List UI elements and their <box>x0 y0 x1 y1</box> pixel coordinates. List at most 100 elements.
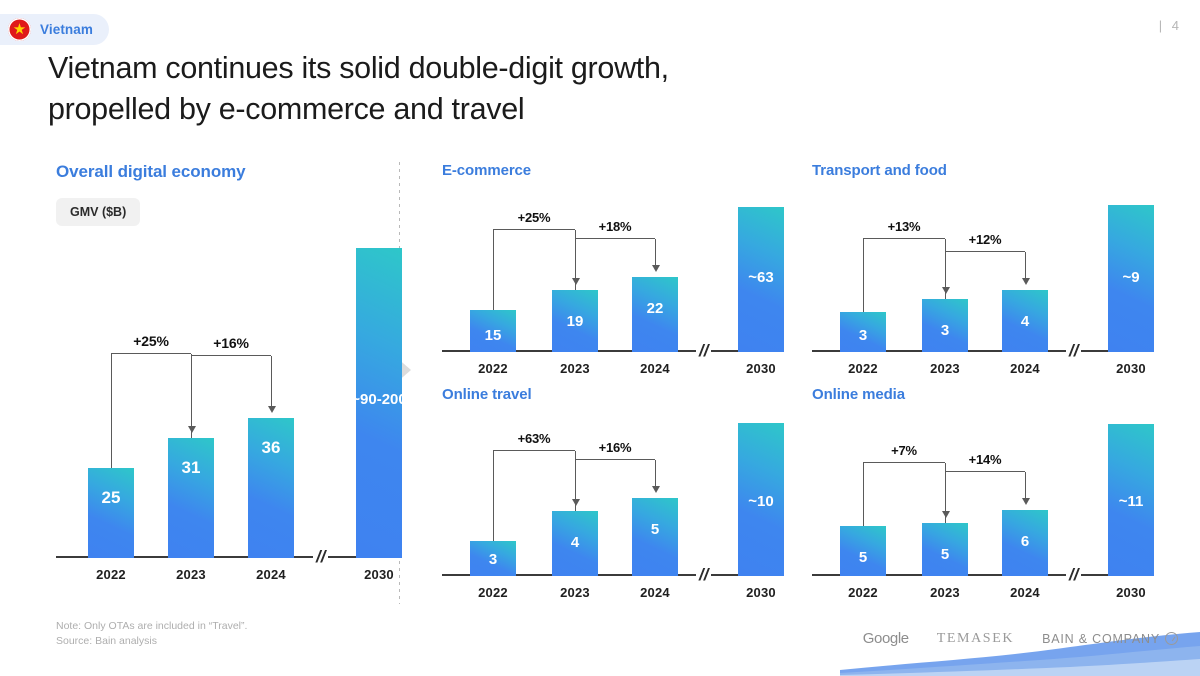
growth-connector <box>863 461 945 463</box>
bar-value-2024: 22 <box>646 300 664 317</box>
bar-2022 <box>840 312 886 352</box>
growth-annotation-2023-2024: +16% <box>442 414 774 576</box>
growth-annotation-2023-2024: +18% <box>442 190 774 352</box>
growth-start-stem <box>945 472 947 523</box>
page-number: | 4 <box>1158 18 1182 33</box>
chart-panel-overall-digital-economy: Overall digital economy GMV ($B) 25 2022 31 2… <box>56 162 407 582</box>
growth-arrowhead-icon <box>267 406 276 413</box>
growth-connector <box>863 237 945 239</box>
axis-break-symbol: // <box>1066 565 1082 585</box>
bar-2030 <box>738 207 784 352</box>
bar-value-2030: ~11 <box>1118 493 1144 510</box>
growth-connector <box>945 250 1025 252</box>
chart-title: Transport and food <box>812 162 947 179</box>
vietnam-flag-icon: ★ <box>8 18 31 41</box>
bar-2024 <box>1002 510 1048 576</box>
bar-2023 <box>922 523 968 576</box>
growth-annotation-2023-2024: +14% <box>812 414 1144 576</box>
bar-2023 <box>168 438 214 558</box>
chart-title: Online media <box>812 386 905 403</box>
growth-label: +63% <box>517 431 551 446</box>
x-axis <box>812 350 1144 352</box>
bar-2030 <box>738 423 784 576</box>
bar-2030 <box>1108 424 1154 576</box>
chart-panel-e-commerce: E-commerce 15 2022 19 2023 22 2024 ~63 2030 // +25… <box>442 162 784 376</box>
x-tick-2024: 2024 <box>640 361 670 376</box>
bar-value-2024: 5 <box>650 521 660 538</box>
growth-connector <box>191 354 271 356</box>
growth-connector <box>493 449 575 451</box>
growth-start-stem <box>575 460 577 511</box>
growth-arrowhead-icon <box>651 265 660 272</box>
bain-logo: BAIN & COMPANY <box>1042 632 1178 646</box>
growth-annotation-2023-2024: +16% <box>56 228 376 558</box>
bar-value-2024: 4 <box>1020 313 1030 330</box>
growth-label: +12% <box>968 232 1002 247</box>
growth-end-stem <box>655 460 657 486</box>
google-logo: Google <box>862 630 909 647</box>
chart-panel-transport-and-food: Transport and food 3 2022 3 2023 4 2024 ~9 2030 /… <box>812 162 1154 376</box>
x-tick-2024: 2024 <box>640 585 670 600</box>
page-title-line-2: propelled by e-commerce and travel <box>48 92 525 126</box>
growth-arrowhead-icon <box>1021 498 1030 505</box>
growth-label: +14% <box>968 452 1002 467</box>
growth-start-stem <box>863 463 865 526</box>
bar-value-2023: 4 <box>570 534 580 551</box>
bar-value-2022: 3 <box>858 327 868 344</box>
bar-value-2022: 15 <box>484 327 502 344</box>
bar-2023 <box>922 299 968 352</box>
x-tick-2030: 2030 <box>1116 585 1146 600</box>
bar-2022 <box>88 468 134 558</box>
chart-panel-online-travel: Online travel 3 2022 4 2023 5 2024 ~10 2030 // +63… <box>442 386 784 600</box>
page-title-line-1: Vietnam continues its solid double-digit… <box>48 51 669 85</box>
page-title: Vietnam continues its solid double-digit… <box>48 48 848 130</box>
bain-logo-text: BAIN & COMPANY <box>1042 631 1160 646</box>
note-line: Note: Only OTAs are included in “Travel”… <box>56 620 248 632</box>
x-tick-2023: 2023 <box>560 585 590 600</box>
bar-value-2022: 25 <box>101 488 121 507</box>
bar-value-2030: ~10 <box>748 493 774 510</box>
chart-title: Online travel <box>442 386 532 403</box>
growth-connector <box>111 352 191 354</box>
growth-end-stem <box>655 239 657 265</box>
x-tick-2023: 2023 <box>930 361 960 376</box>
growth-label: +16% <box>213 335 249 351</box>
x-axis <box>812 574 1144 576</box>
growth-start-stem <box>575 239 577 290</box>
growth-arrowhead-icon <box>651 486 660 493</box>
bar-value-2022: 3 <box>488 551 498 568</box>
x-tick-2022: 2022 <box>478 361 508 376</box>
bar-value-2030: ~9 <box>1122 269 1140 286</box>
growth-end-stem <box>1025 252 1027 278</box>
chart-title: E-commerce <box>442 162 532 179</box>
growth-connector <box>575 458 655 460</box>
decorative-wave <box>840 630 1200 676</box>
x-tick-2022: 2022 <box>478 585 508 600</box>
temasek-logo: TEMASEK <box>936 630 1015 646</box>
x-tick-2030: 2030 <box>1116 361 1146 376</box>
bar-value-2023: 31 <box>181 458 201 477</box>
growth-label: +16% <box>598 440 632 455</box>
bar-2022 <box>470 541 516 576</box>
growth-end-stem <box>271 356 273 406</box>
bar-2030 <box>1108 205 1154 352</box>
growth-start-stem <box>863 239 865 312</box>
axis-break-symbol: // <box>313 547 329 567</box>
chart-plot-area: 5 2022 5 2023 6 2024 ~11 2030 // +7% +14% <box>812 414 1154 600</box>
chart-plot-area: 15 2022 19 2023 22 2024 ~63 2030 // +25% +18% <box>442 190 784 376</box>
bar-value-2023: 5 <box>940 546 950 563</box>
x-tick-2024: 2024 <box>256 567 286 582</box>
growth-start-stem <box>493 451 495 541</box>
growth-annotation-2023-2024: +12% <box>812 190 1144 352</box>
x-axis <box>56 556 376 558</box>
x-tick-2022: 2022 <box>848 361 878 376</box>
bar-value-2024: 36 <box>261 438 281 457</box>
chart-plot-area: 3 2022 3 2023 4 2024 ~9 2030 // +13% +12% <box>812 190 1154 376</box>
growth-label: +7% <box>891 443 917 458</box>
footnotes: Note: Only OTAs are included in “Travel”… <box>56 619 247 648</box>
bar-value-2030: ~90-200 <box>351 391 407 408</box>
chart-title: Overall digital economy <box>56 162 246 181</box>
bar-2022 <box>840 526 886 576</box>
country-label: Vietnam <box>40 22 93 37</box>
growth-connector <box>493 228 575 230</box>
